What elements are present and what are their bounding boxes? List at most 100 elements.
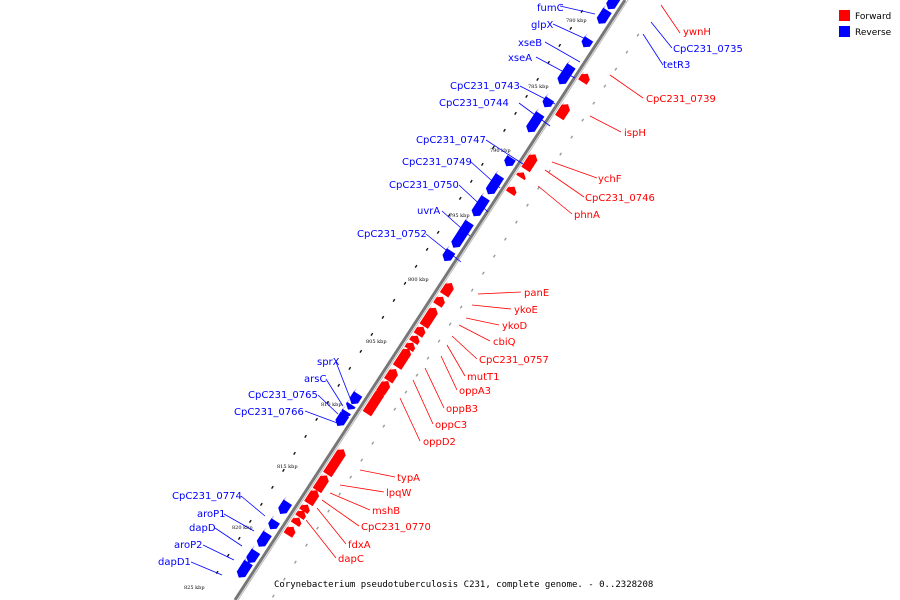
gene-label-tetR3[interactable]: tetR3 — [663, 60, 690, 71]
gene-label-CpC231_0774[interactable]: CpC231_0774 — [172, 491, 242, 502]
gene-label-xseB[interactable]: xseB — [518, 38, 542, 49]
gene-arrow[interactable] — [384, 369, 398, 384]
gene-arrow[interactable] — [304, 490, 320, 507]
track-dash — [382, 424, 386, 428]
leader-line — [424, 367, 445, 409]
gene-arrow[interactable] — [521, 154, 538, 173]
gene-arrow[interactable] — [278, 499, 292, 515]
gene-arrow[interactable] — [346, 401, 356, 410]
gene-arrow[interactable] — [419, 307, 438, 329]
gene-label-aroP1[interactable]: aroP1 — [197, 509, 226, 520]
track-dash — [360, 458, 364, 462]
gene-arrow[interactable] — [290, 517, 302, 527]
gene-label-uvrA[interactable]: uvrA — [417, 206, 440, 217]
gene-label-CpC231_0765[interactable]: CpC231_0765 — [248, 390, 318, 401]
gene-label-CpC231_0770[interactable]: CpC231_0770 — [361, 522, 431, 533]
gene-arrow[interactable] — [578, 73, 590, 85]
track-dash — [349, 475, 353, 479]
gene-label-cbiQ[interactable]: cbiQ — [493, 337, 516, 348]
gene-label-ykoE[interactable]: ykoE — [514, 305, 538, 316]
gene-label-xseA[interactable]: xseA — [508, 53, 532, 64]
gene-label-ychF[interactable]: ychF — [598, 174, 622, 185]
gene-arrow[interactable] — [606, 0, 624, 10]
track-dash — [503, 128, 506, 133]
gene-arrow-face — [384, 366, 393, 378]
gene-label-dapD[interactable]: dapD — [189, 523, 216, 534]
gene-arrow[interactable] — [312, 475, 329, 494]
gene-label-CpC231_0752[interactable]: CpC231_0752 — [357, 229, 427, 240]
gene-arrow[interactable] — [451, 219, 474, 248]
gene-label-ykoD[interactable]: ykoD — [502, 321, 527, 332]
gene-label-aroP2[interactable]: aroP2 — [174, 540, 203, 551]
gene-label-sprX[interactable]: sprX — [317, 357, 340, 368]
gene-label-phnA[interactable]: phnA — [574, 210, 600, 221]
gene-arrow[interactable] — [268, 518, 280, 530]
gene-label-CpC231_0735[interactable]: CpC231_0735 — [673, 44, 743, 55]
gene-label-oppA3[interactable]: oppA3 — [459, 386, 491, 397]
gene-arrow[interactable] — [526, 111, 545, 133]
gene-label-CpC231_0749[interactable]: CpC231_0749 — [402, 157, 472, 168]
gene-label-CpC231_0744[interactable]: CpC231_0744 — [439, 98, 509, 109]
gene-arrow[interactable] — [439, 283, 454, 298]
gene-arrow[interactable] — [442, 248, 456, 262]
gene-arrow[interactable] — [299, 504, 310, 514]
gene-label-lpqW[interactable]: lpqW — [386, 488, 411, 499]
gene-label-oppB3[interactable]: oppB3 — [446, 404, 478, 415]
gene-arrow[interactable] — [581, 36, 594, 48]
gene-arrow[interactable] — [236, 559, 253, 578]
gene-arrow-face — [485, 170, 499, 189]
gene-arrow-face — [299, 502, 305, 509]
gene-label-CpC231_0739[interactable]: CpC231_0739 — [646, 94, 716, 105]
gene-label-CpC231_0746[interactable]: CpC231_0746 — [585, 193, 655, 204]
gene-label-panE[interactable]: panE — [524, 288, 549, 299]
gene-arrow[interactable] — [295, 510, 306, 520]
gene-label-CpC231_0757[interactable]: CpC231_0757 — [479, 355, 549, 366]
gene-arrow[interactable] — [516, 172, 526, 181]
track-dash — [636, 33, 640, 37]
gene-label-CpC231_0743[interactable]: CpC231_0743 — [450, 81, 520, 92]
gene-label-mshB[interactable]: mshB — [372, 506, 400, 517]
gene-arrow-face — [521, 152, 532, 167]
leader-line — [425, 233, 462, 263]
gene-arrow[interactable] — [504, 155, 516, 167]
track-dash — [492, 145, 495, 150]
gene-arrow[interactable] — [404, 342, 416, 352]
gene-label-ispH[interactable]: ispH — [624, 128, 646, 139]
gene-arrow[interactable] — [505, 186, 517, 196]
gene-arrow[interactable] — [392, 348, 412, 370]
gene-arrow[interactable] — [596, 7, 612, 24]
gene-arrow[interactable] — [555, 104, 570, 121]
gene-label-oppD2[interactable]: oppD2 — [423, 437, 456, 448]
track-dash — [370, 332, 374, 337]
gene-arrow[interactable] — [409, 335, 420, 345]
gene-label-mutT1[interactable]: mutT1 — [467, 372, 499, 383]
gene-arrow[interactable] — [246, 548, 261, 564]
gene-label-dapD1[interactable]: dapD1 — [158, 557, 191, 568]
leader-line — [642, 33, 664, 66]
gene-label-fumC[interactable]: fumC — [537, 3, 564, 14]
gene-label-CpC231_0750[interactable]: CpC231_0750 — [389, 180, 459, 191]
label-leaders — [190, 4, 681, 576]
gene-label-arsC[interactable]: arsC — [304, 374, 326, 385]
gene-arrow-face — [290, 515, 296, 522]
leader-line — [240, 495, 266, 517]
gene-label-dapC[interactable]: dapC — [338, 554, 364, 565]
gene-arrow[interactable] — [433, 296, 445, 308]
gene-label-oppC3[interactable]: oppC3 — [435, 420, 467, 431]
track-dashes — [215, 9, 640, 598]
gene-arrow-face — [392, 346, 406, 365]
gene-arrow[interactable] — [542, 96, 555, 108]
gene-arrow[interactable] — [256, 530, 272, 547]
gene-label-typA[interactable]: typA — [397, 473, 420, 484]
gene-label-CpC231_0766[interactable]: CpC231_0766 — [234, 407, 304, 418]
gene-label-ywnH[interactable]: ywnH — [683, 27, 711, 38]
gene-label-CpC231_0747[interactable]: CpC231_0747 — [416, 135, 486, 146]
gene-arrow[interactable] — [362, 390, 385, 417]
gene-arrow[interactable] — [283, 526, 296, 538]
gene-label-fdxA[interactable]: fdxA — [348, 540, 371, 551]
gene-arrow[interactable] — [323, 449, 346, 478]
gene-label-glpX[interactable]: glpX — [531, 20, 553, 31]
forward-labels: ywnH CpC231_0735 tetR3 CpC231_0739 ispH … — [338, 27, 743, 565]
track-dash — [558, 43, 562, 48]
gene-arrow[interactable] — [349, 391, 363, 405]
